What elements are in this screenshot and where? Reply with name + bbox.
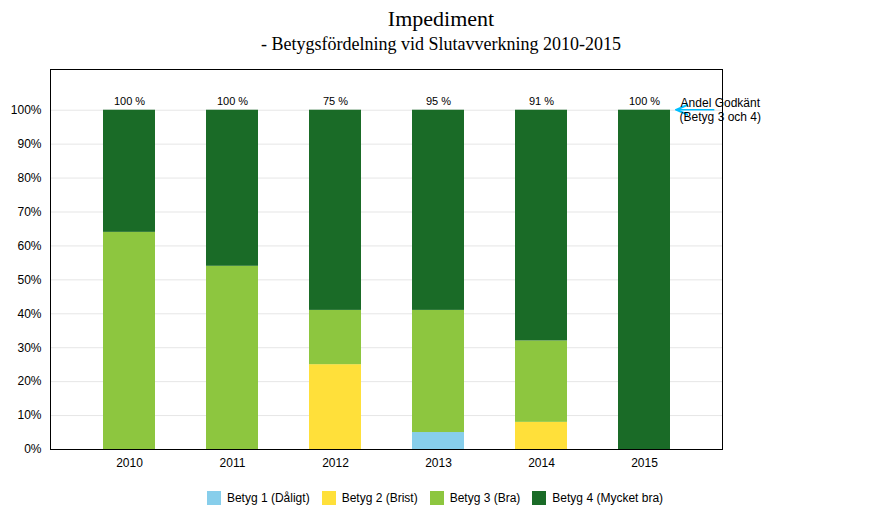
svg-text:2013: 2013 [425, 456, 452, 470]
svg-text:Andel Godkänt(Betyg 3 och 4): Andel Godkänt(Betyg 3 och 4) [680, 96, 761, 124]
svg-text:2014: 2014 [528, 456, 555, 470]
svg-text:75 %: 75 % [323, 95, 348, 107]
svg-text:91 %: 91 % [529, 95, 554, 107]
svg-text:80%: 80% [17, 171, 41, 185]
svg-text:0%: 0% [24, 442, 42, 456]
svg-text:95 %: 95 % [426, 95, 451, 107]
html-text:- Betygsfördelning vid Slutavv: - Betygsfördelning vid Slutavverkning 20… [261, 34, 621, 54]
html-text:Betyg 1 (Dåligt): Betyg 1 (Dåligt) [226, 490, 310, 505]
svg-text:2012: 2012 [322, 456, 349, 470]
svg-text:100 %: 100 % [629, 95, 660, 107]
html-text:Betyg 4 (Mycket bra): Betyg 4 (Mycket bra) [552, 490, 664, 505]
svg-text:100%: 100% [11, 103, 42, 117]
svg-text:70%: 70% [17, 205, 41, 219]
svg-text:100 %: 100 % [114, 95, 145, 107]
svg-text:100 %: 100 % [217, 95, 248, 107]
svg-text:2015: 2015 [631, 456, 658, 470]
svg-text:90%: 90% [17, 137, 41, 151]
html-text:Betyg 2 (Brist): Betyg 2 (Brist) [341, 490, 418, 505]
svg-text:40%: 40% [17, 307, 41, 321]
svg-text:2011: 2011 [220, 456, 246, 470]
svg-text:20%: 20% [17, 374, 41, 388]
svg-text:60%: 60% [17, 239, 41, 253]
svg-text:2010: 2010 [116, 456, 143, 470]
svg-text:50%: 50% [17, 273, 41, 287]
svg-text:10%: 10% [17, 408, 41, 422]
svg-text:30%: 30% [17, 341, 41, 355]
html-text:Betyg 3 (Bra): Betyg 3 (Bra) [449, 490, 521, 505]
html-text:Impediment: Impediment [387, 6, 495, 31]
